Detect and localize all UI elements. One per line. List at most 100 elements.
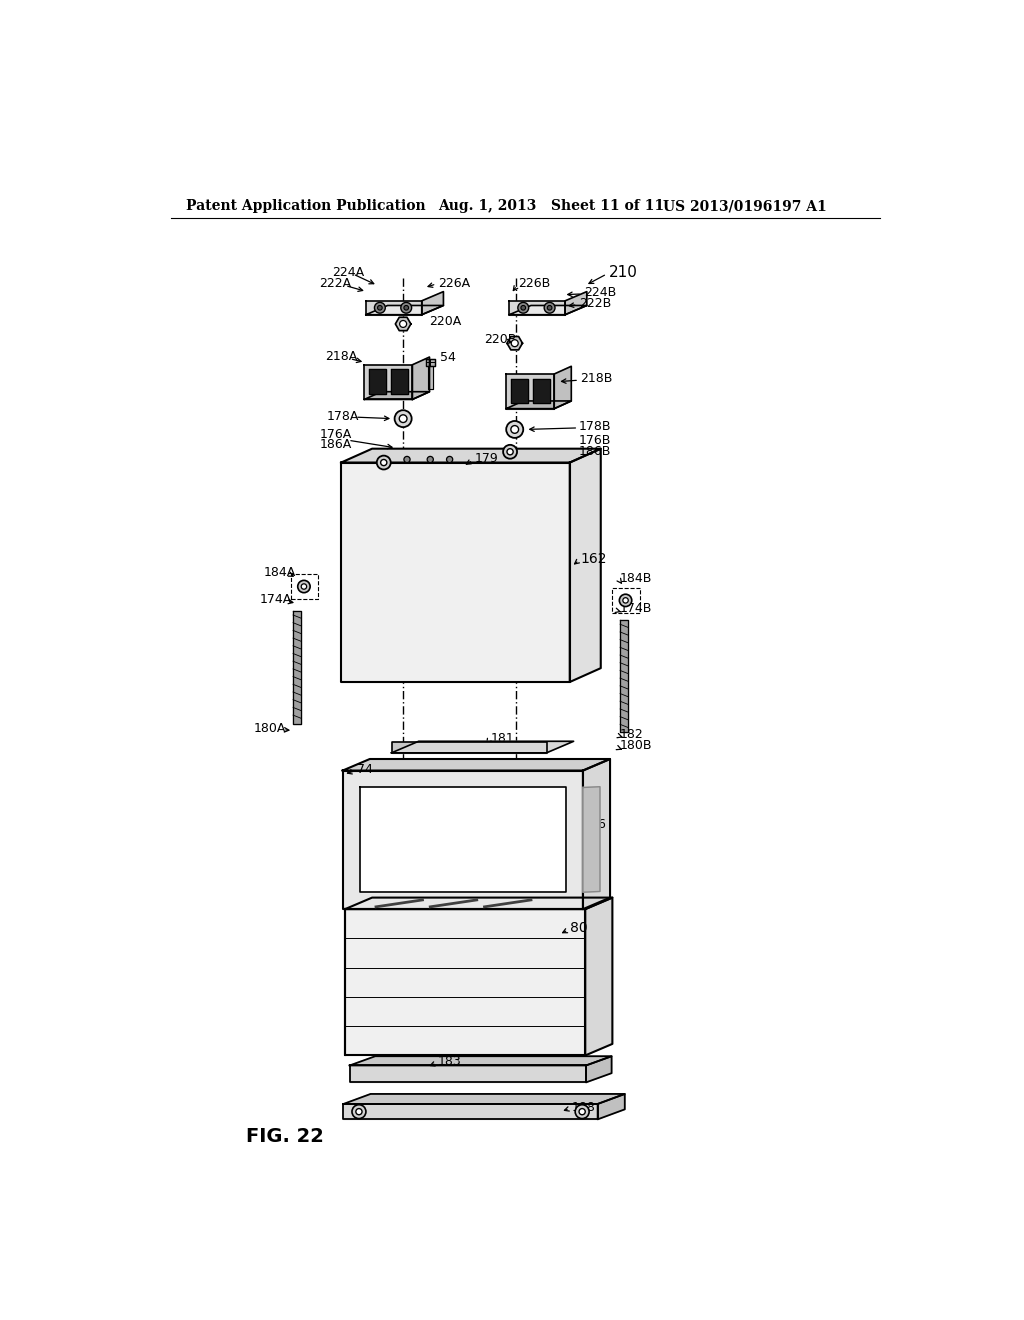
Polygon shape [395, 317, 411, 330]
Circle shape [579, 1109, 586, 1114]
Text: 54: 54 [439, 351, 456, 363]
Circle shape [356, 1109, 362, 1114]
Polygon shape [293, 611, 301, 725]
Polygon shape [365, 364, 413, 400]
Polygon shape [506, 401, 571, 409]
Polygon shape [365, 392, 429, 400]
Text: 222B: 222B [579, 297, 611, 310]
Circle shape [377, 455, 391, 470]
Circle shape [403, 457, 410, 462]
Text: 210: 210 [608, 265, 637, 280]
Polygon shape [621, 620, 628, 733]
Polygon shape [343, 1104, 598, 1119]
Circle shape [446, 457, 453, 462]
Polygon shape [506, 374, 554, 409]
Text: 222A: 222A [319, 277, 351, 290]
Circle shape [506, 421, 523, 438]
Polygon shape [586, 898, 612, 1056]
Text: 186A: 186A [319, 438, 351, 451]
Circle shape [394, 411, 412, 428]
Text: 162: 162 [581, 552, 607, 566]
Circle shape [544, 302, 555, 313]
Circle shape [375, 302, 385, 313]
Polygon shape [586, 1056, 611, 1082]
Bar [612, 589, 640, 612]
Text: 178A: 178A [327, 409, 358, 422]
Polygon shape [369, 370, 386, 395]
Polygon shape [569, 449, 601, 682]
Polygon shape [349, 1065, 586, 1082]
Text: 182: 182 [621, 727, 644, 741]
Text: 76: 76 [590, 818, 606, 832]
Text: 176B: 176B [579, 434, 611, 447]
Polygon shape [598, 1094, 625, 1119]
Text: US 2013/0196197 A1: US 2013/0196197 A1 [663, 199, 826, 213]
Circle shape [547, 305, 552, 310]
Text: 179: 179 [474, 453, 498, 465]
Circle shape [427, 457, 433, 462]
Circle shape [400, 302, 412, 313]
Bar [291, 574, 317, 599]
Polygon shape [359, 788, 566, 892]
Polygon shape [511, 379, 528, 404]
Polygon shape [391, 742, 573, 752]
Text: Patent Application Publication: Patent Application Publication [186, 199, 426, 213]
Polygon shape [507, 337, 522, 350]
Polygon shape [413, 358, 429, 400]
Circle shape [381, 457, 387, 462]
Text: 174A: 174A [260, 593, 292, 606]
Text: FIG. 22: FIG. 22 [246, 1127, 324, 1146]
Text: Aug. 1, 2013   Sheet 11 of 11: Aug. 1, 2013 Sheet 11 of 11 [438, 199, 665, 213]
Circle shape [399, 414, 407, 422]
Polygon shape [509, 305, 587, 314]
Polygon shape [366, 305, 443, 314]
Text: 180A: 180A [254, 722, 286, 735]
Circle shape [298, 581, 310, 593]
Polygon shape [565, 292, 587, 314]
Text: 184A: 184A [263, 566, 296, 579]
Text: 220B: 220B [484, 333, 517, 346]
Circle shape [575, 1105, 589, 1118]
Text: 178B: 178B [579, 420, 611, 433]
Circle shape [507, 449, 513, 455]
Polygon shape [345, 898, 612, 909]
Text: 224B: 224B [584, 286, 616, 298]
Polygon shape [343, 759, 610, 771]
Polygon shape [428, 367, 432, 389]
Polygon shape [583, 759, 610, 909]
Circle shape [511, 425, 518, 433]
Polygon shape [391, 370, 408, 395]
Polygon shape [343, 1094, 625, 1104]
Circle shape [511, 339, 518, 347]
Text: 226A: 226A [438, 277, 470, 289]
Circle shape [518, 302, 528, 313]
Text: 188: 188 [571, 1101, 595, 1114]
Circle shape [381, 459, 387, 466]
Circle shape [352, 1105, 366, 1118]
Text: 174B: 174B [621, 602, 652, 615]
Polygon shape [343, 771, 583, 909]
Polygon shape [345, 909, 586, 1056]
Polygon shape [532, 379, 550, 404]
Circle shape [521, 305, 525, 310]
Circle shape [399, 321, 407, 327]
Text: 183: 183 [438, 1055, 462, 1068]
Text: 72: 72 [509, 824, 525, 837]
Text: 180B: 180B [621, 739, 652, 752]
Polygon shape [341, 449, 601, 462]
Text: 181: 181 [490, 731, 514, 744]
Text: 224A: 224A [333, 265, 365, 279]
Polygon shape [426, 359, 435, 367]
Text: 80: 80 [569, 921, 588, 936]
Polygon shape [349, 1056, 611, 1065]
Circle shape [403, 305, 409, 310]
Circle shape [620, 594, 632, 607]
Text: 218A: 218A [326, 350, 357, 363]
Text: 74: 74 [357, 763, 374, 776]
Polygon shape [583, 787, 600, 892]
Text: 184B: 184B [621, 572, 652, 585]
Text: 226B: 226B [518, 277, 551, 290]
Text: 176A: 176A [319, 428, 351, 441]
Polygon shape [341, 462, 569, 682]
Circle shape [623, 598, 629, 603]
